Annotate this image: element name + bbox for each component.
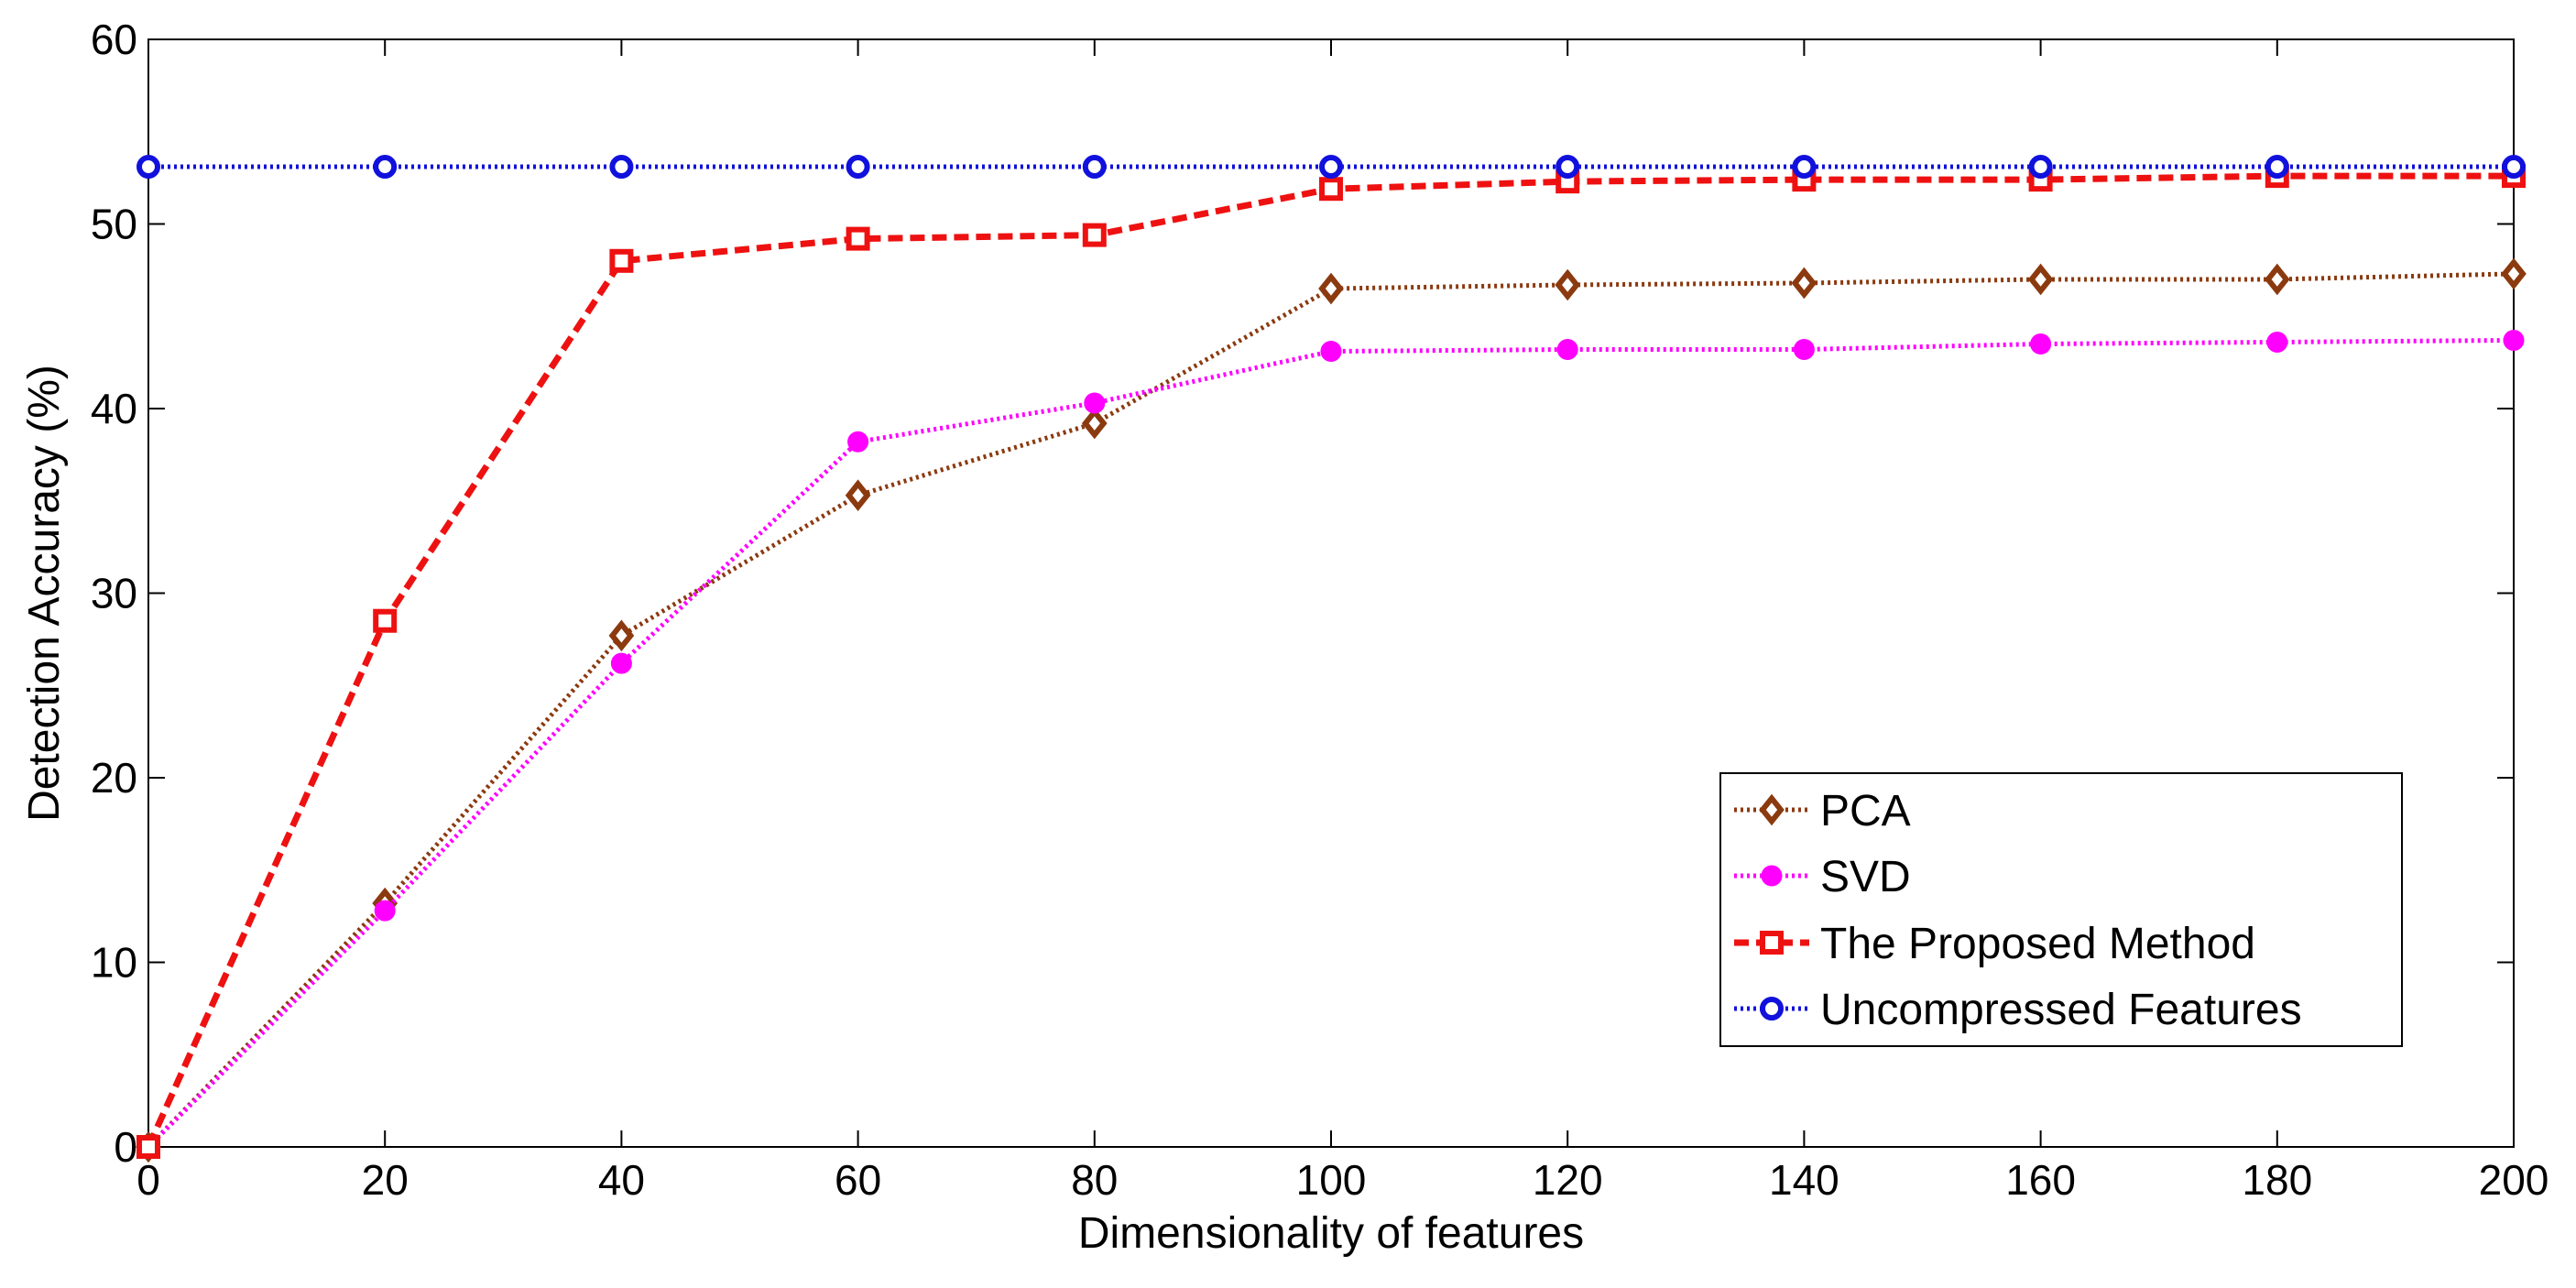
x-tick-label: 20 [362, 1156, 409, 1204]
data-point-svd [2503, 329, 2525, 351]
data-point-svd [2266, 331, 2288, 353]
legend-entry-svd: SVD [1734, 853, 1911, 901]
data-point-proposed [373, 608, 398, 633]
data-point-svd [2030, 333, 2052, 355]
legend-swatch-marker [1759, 793, 1785, 826]
data-point-uncompressed [2265, 155, 2289, 180]
data-point-proposed [1319, 177, 1343, 202]
data-point-proposed [1082, 223, 1107, 247]
y-tick-label: 50 [91, 201, 137, 248]
y-tick-label: 0 [114, 1123, 137, 1171]
legend: PCA SVD The Proposed Method Uncompressed Fe… [1719, 772, 2403, 1047]
legend-entry-pca: PCA [1734, 787, 1911, 835]
legend-entry-uncompressed: Uncompressed Features [1734, 986, 2302, 1034]
x-tick-label: 80 [1071, 1156, 1118, 1204]
legend-label: The Proposed Method [1820, 920, 2255, 968]
x-tick-label: 0 [136, 1156, 160, 1204]
x-tick-label: 120 [1533, 1156, 1603, 1204]
data-point-uncompressed [373, 155, 398, 180]
legend-box [1719, 772, 2403, 1047]
legend-swatch-marker [1761, 865, 1783, 887]
y-tick-label: 10 [91, 939, 137, 987]
data-point-pca [2501, 257, 2527, 290]
legend-label: Uncompressed Features [1820, 986, 2302, 1034]
data-point-uncompressed [609, 155, 634, 180]
legend-label: PCA [1820, 787, 1911, 835]
data-point-uncompressed [1319, 155, 1343, 180]
data-point-uncompressed [2502, 155, 2526, 180]
data-point-uncompressed [1792, 155, 1817, 180]
data-point-pca [2264, 263, 2290, 296]
data-point-pca [1081, 407, 1108, 440]
data-point-proposed [136, 1135, 160, 1159]
series-line-pca [147, 271, 2515, 1149]
data-point-svd [847, 431, 869, 453]
legend-entry-proposed: The Proposed Method [1734, 920, 2255, 968]
data-point-proposed [846, 226, 870, 251]
data-point-pca [2027, 263, 2054, 296]
y-axis-label: Detection Accuracy (%) [20, 365, 69, 822]
data-point-svd [1320, 341, 1342, 363]
y-tick-label: 20 [91, 754, 137, 802]
data-point-svd [1556, 339, 1578, 361]
legend-label: SVD [1820, 853, 1911, 901]
x-tick-label: 160 [2005, 1156, 2076, 1204]
x-tick-label: 40 [598, 1156, 645, 1204]
data-point-svd [1084, 392, 1106, 414]
legend-swatch-marker [1760, 997, 1784, 1021]
series-uncompressed [136, 155, 2526, 180]
y-tick-label: 40 [91, 385, 137, 432]
axis-ticks: 0 20 40 60 80 100 120 140 160 180 200 0 10 20 30 40 50 60 [91, 16, 2549, 1204]
x-tick-label: 200 [2479, 1156, 2549, 1204]
data-point-proposed [609, 248, 634, 273]
x-tick-label: 60 [835, 1156, 881, 1204]
y-tick-label: 30 [91, 570, 137, 617]
data-point-svd [610, 652, 632, 674]
data-point-pca [845, 479, 871, 512]
data-point-pca [1318, 272, 1344, 305]
y-tick-label: 60 [91, 16, 137, 63]
data-point-uncompressed [136, 155, 160, 180]
data-series [136, 155, 2527, 1163]
data-point-pca [1555, 268, 1581, 301]
data-point-svd [1793, 339, 1815, 361]
data-point-pca [608, 619, 635, 652]
data-point-svd [374, 900, 396, 922]
legend-swatch-marker [1760, 931, 1784, 955]
x-axis-label: Dimensionality of features [1078, 1209, 1584, 1258]
x-tick-label: 140 [1769, 1156, 1839, 1204]
data-point-uncompressed [846, 155, 870, 180]
data-point-uncompressed [1555, 155, 1580, 180]
x-tick-label: 180 [2242, 1156, 2312, 1204]
data-point-uncompressed [1082, 155, 1107, 180]
x-tick-label: 100 [1296, 1156, 1367, 1204]
data-point-pca [1791, 267, 1817, 300]
data-point-uncompressed [2028, 155, 2053, 180]
